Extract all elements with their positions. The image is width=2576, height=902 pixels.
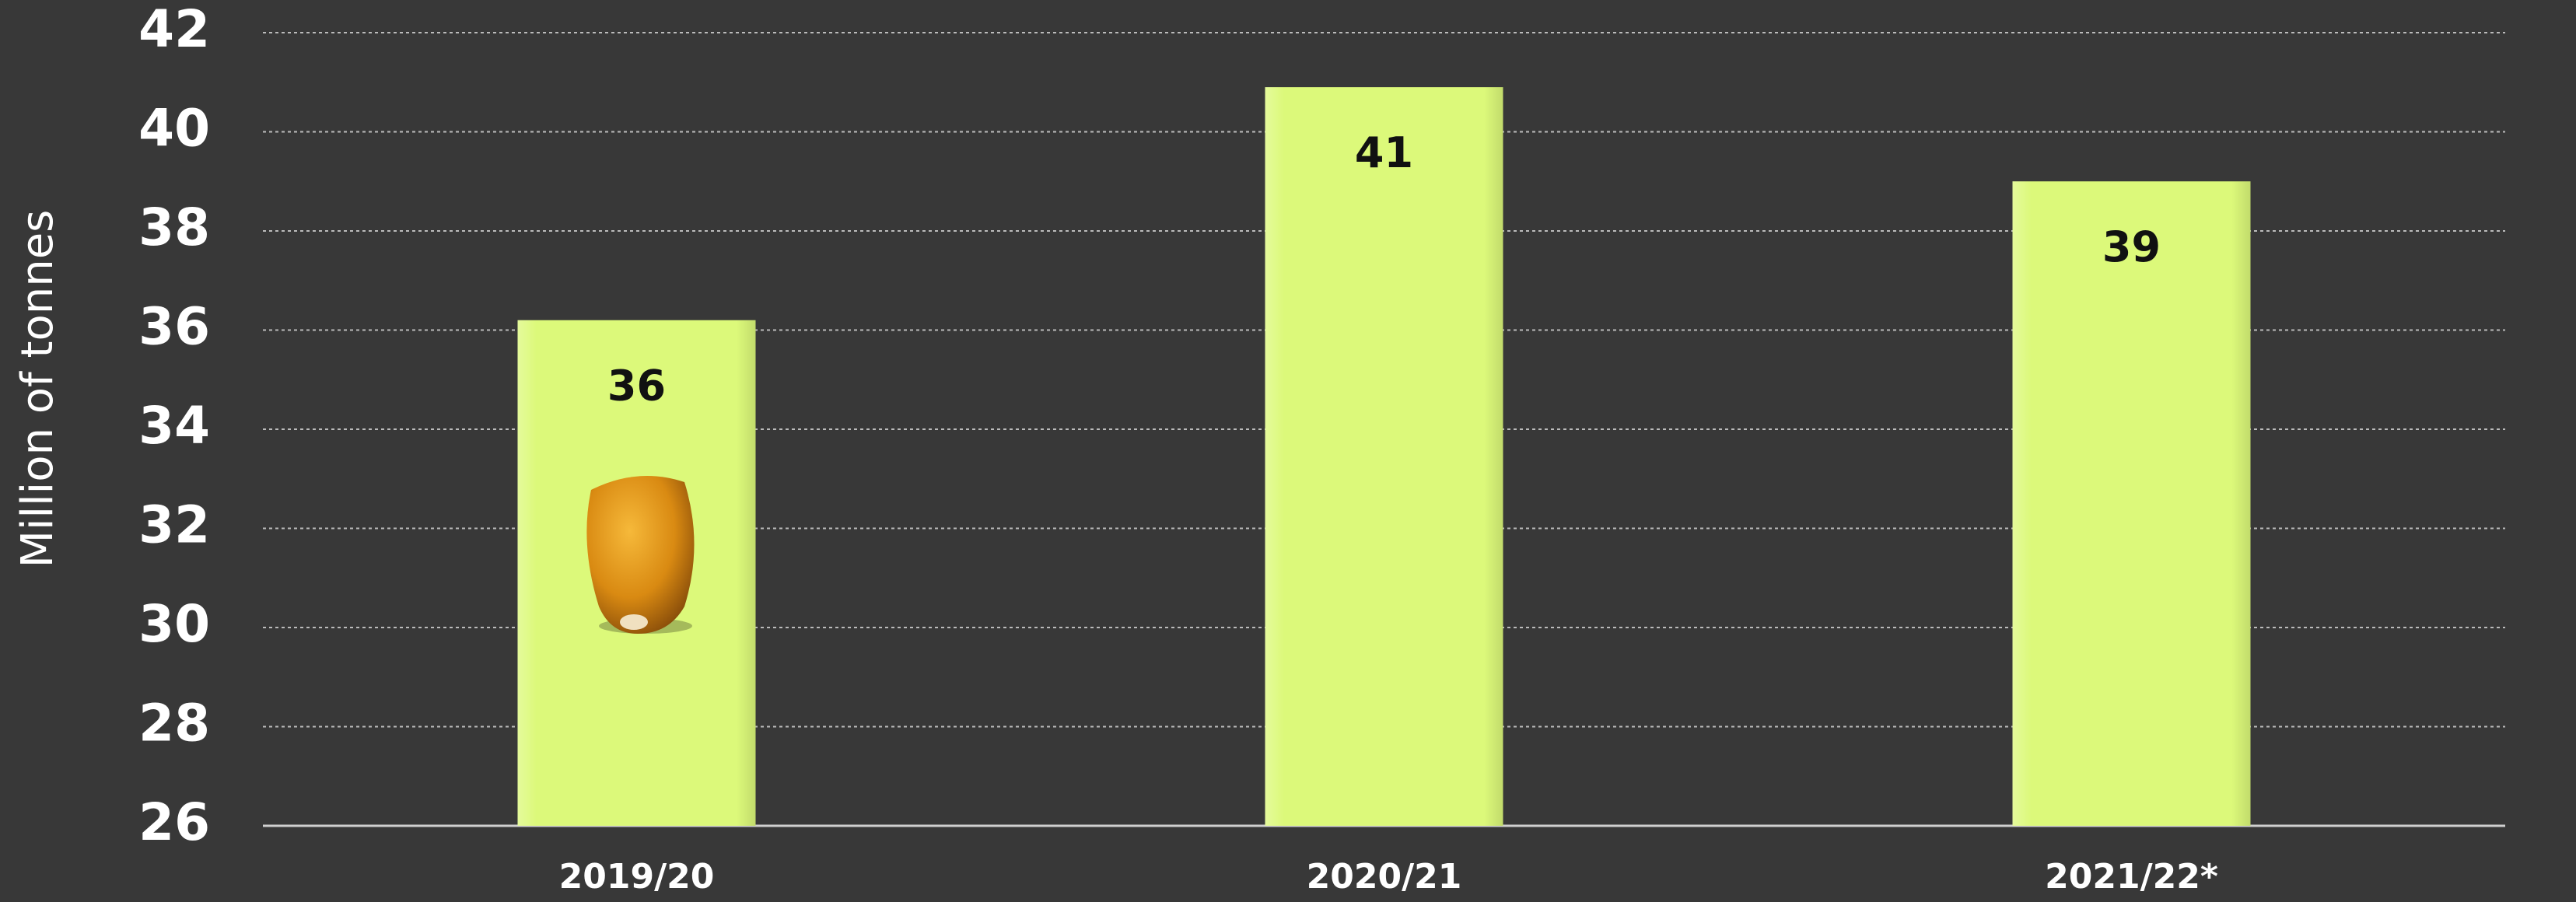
value-label: 36 xyxy=(607,361,666,410)
y-tick-label: 32 xyxy=(138,495,210,555)
y-axis-title: Million of tonnes xyxy=(12,210,63,568)
value-label: 41 xyxy=(1355,128,1413,177)
x-tick-label: 2019/20 xyxy=(559,857,715,897)
y-tick-label: 28 xyxy=(138,694,210,753)
y-tick-label: 26 xyxy=(138,792,210,852)
y-tick-label: 36 xyxy=(138,297,210,357)
x-tick-label: 2021/22* xyxy=(2045,857,2218,897)
y-tick-label: 30 xyxy=(138,594,210,654)
x-tick-label: 2020/21 xyxy=(1307,857,1462,897)
bar xyxy=(1265,87,1503,826)
bar xyxy=(2013,181,2251,826)
y-tick-label: 34 xyxy=(138,396,210,456)
y-tick-label: 40 xyxy=(138,99,210,159)
labels: 26 28 30 32 34 36 38 40 42 2019/20 36 2020/21 41 2021… xyxy=(138,0,2218,897)
y-tick-label: 38 xyxy=(138,198,210,257)
chart: Million of tonnes 26 28 30 32 34 36 38 40 42 2019… xyxy=(0,0,2576,902)
y-tick-label: 42 xyxy=(138,0,210,59)
bars xyxy=(518,87,2251,826)
value-label: 39 xyxy=(2102,222,2161,271)
corn-kernel-icon xyxy=(586,476,694,634)
